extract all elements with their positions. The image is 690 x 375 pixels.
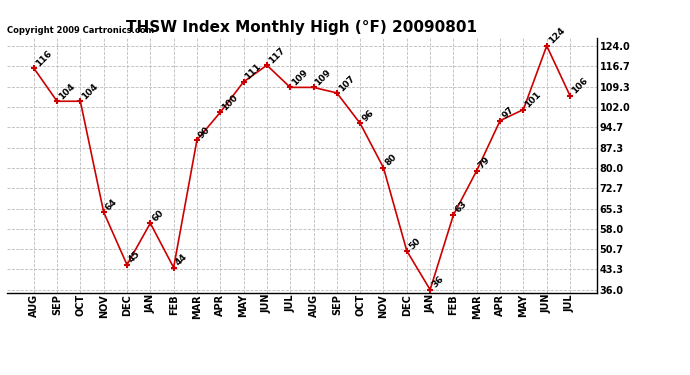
Text: 36: 36 bbox=[430, 274, 445, 290]
Text: 79: 79 bbox=[477, 155, 492, 171]
Title: THSW Index Monthly High (°F) 20090801: THSW Index Monthly High (°F) 20090801 bbox=[126, 20, 477, 35]
Text: 60: 60 bbox=[150, 208, 166, 223]
Text: 97: 97 bbox=[500, 105, 515, 121]
Text: 100: 100 bbox=[220, 93, 239, 112]
Text: 96: 96 bbox=[360, 108, 375, 123]
Text: 104: 104 bbox=[80, 82, 100, 101]
Text: 101: 101 bbox=[524, 90, 543, 110]
Text: Copyright 2009 Cartronics.com: Copyright 2009 Cartronics.com bbox=[7, 26, 154, 35]
Text: 45: 45 bbox=[127, 249, 142, 265]
Text: 109: 109 bbox=[313, 68, 333, 87]
Text: 50: 50 bbox=[407, 236, 422, 251]
Text: 64: 64 bbox=[104, 197, 119, 212]
Text: 111: 111 bbox=[244, 62, 263, 82]
Text: 80: 80 bbox=[384, 153, 399, 168]
Text: 116: 116 bbox=[34, 48, 53, 68]
Text: 44: 44 bbox=[174, 252, 189, 267]
Text: 124: 124 bbox=[546, 26, 566, 46]
Text: 106: 106 bbox=[570, 76, 589, 96]
Text: 90: 90 bbox=[197, 125, 212, 140]
Text: 63: 63 bbox=[453, 200, 469, 215]
Text: 109: 109 bbox=[290, 68, 310, 87]
Text: 117: 117 bbox=[267, 45, 286, 65]
Text: 104: 104 bbox=[57, 82, 77, 101]
Text: 107: 107 bbox=[337, 74, 357, 93]
